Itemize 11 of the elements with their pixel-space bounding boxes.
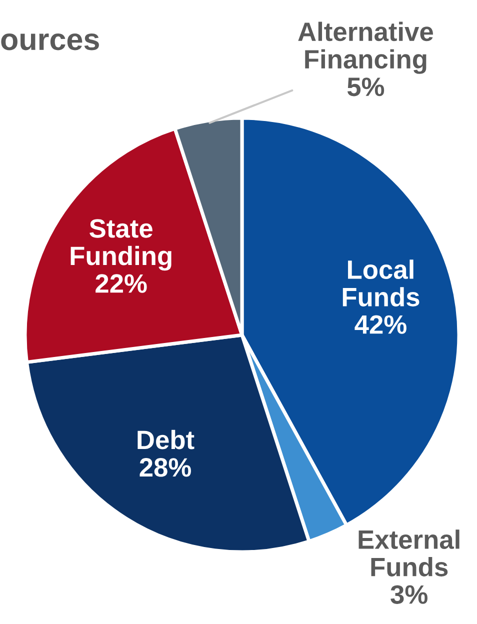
slice-label: Alternative Financing [298, 22, 433, 74]
slice-label: Local Funds [342, 260, 420, 306]
slice-label: Debt [138, 430, 194, 450]
data-label: 22% [96, 274, 147, 293]
chart-title: ources [1, 33, 99, 50]
data-label: 42% [354, 315, 406, 334]
slice-label: State Funding [70, 219, 172, 271]
slice-label: External Funds [358, 530, 460, 576]
data-label: 3% [390, 585, 428, 604]
data-label: 5% [347, 78, 384, 96]
data-label: 28% [140, 458, 191, 477]
